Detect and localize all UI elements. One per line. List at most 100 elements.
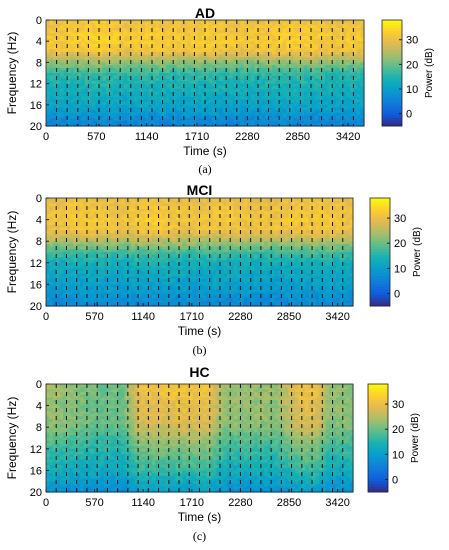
colorbar-swatch <box>382 118 402 122</box>
heatmap-cell <box>275 86 280 90</box>
heatmap-cell <box>332 43 337 48</box>
heatmap-cell <box>272 57 277 61</box>
heatmap-cell <box>222 120 227 124</box>
heatmap-cell <box>303 123 309 127</box>
heatmap-cell <box>311 75 316 79</box>
heatmap-cell <box>332 96 337 101</box>
heatmap-cell <box>74 59 79 63</box>
heatmap-cell <box>99 51 104 56</box>
heatmap-cell <box>346 49 351 53</box>
heatmap-cell <box>187 30 192 34</box>
heatmap-cell <box>173 67 178 71</box>
heatmap-cell <box>314 86 319 90</box>
heatmap-cell <box>56 65 61 69</box>
heatmap-cell <box>229 104 234 109</box>
heatmap-cell <box>116 62 121 66</box>
heatmap-cell <box>46 46 51 50</box>
heatmap-cell <box>360 115 365 119</box>
heatmap-cell <box>169 43 174 48</box>
heatmap-cell <box>190 83 195 87</box>
heatmap-cell <box>137 75 142 79</box>
heatmap-cell <box>187 123 192 127</box>
heatmap-cell <box>243 62 248 66</box>
heatmap-cell <box>286 123 291 127</box>
heatmap-cell <box>219 112 224 116</box>
heatmap-cell <box>162 41 167 45</box>
heatmap-cell <box>190 94 195 98</box>
heatmap-cell <box>197 54 203 58</box>
heatmap-cell <box>205 94 210 98</box>
heatmap-cell <box>356 41 362 45</box>
heatmap-cell <box>303 25 309 29</box>
heatmap-cell <box>201 30 206 34</box>
heatmap-cell <box>49 70 54 74</box>
heatmap-cell <box>49 249 54 253</box>
heatmap-cell <box>120 54 125 58</box>
heatmap-cell <box>169 30 174 34</box>
heatmap-cell <box>52 281 57 285</box>
heatmap-cell <box>53 38 58 42</box>
heatmap-cell <box>49 203 54 207</box>
heatmap-cell <box>236 115 241 119</box>
heatmap-cell <box>53 88 58 93</box>
heatmap-cell <box>123 65 128 69</box>
heatmap-cell <box>130 118 135 122</box>
heatmap-cell <box>99 88 104 93</box>
heatmap-cell <box>339 62 344 66</box>
heatmap-cell <box>60 41 65 45</box>
heatmap-cell <box>60 38 65 42</box>
heatmap-cell <box>250 25 256 29</box>
heatmap-cell <box>247 115 252 119</box>
heatmap-cell <box>116 96 121 101</box>
heatmap-cell <box>254 94 259 98</box>
heatmap-cell <box>166 73 171 77</box>
heatmap-cell <box>120 33 125 37</box>
heatmap-cell <box>148 33 153 37</box>
heatmap-cell <box>208 99 213 103</box>
heatmap-cell <box>113 54 118 58</box>
heatmap-cell <box>272 110 277 114</box>
heatmap-cell <box>229 118 234 122</box>
heatmap-cell <box>303 70 309 74</box>
heatmap-cell <box>205 80 210 85</box>
heatmap-cell <box>123 22 128 26</box>
heatmap-cell <box>346 110 351 114</box>
heatmap-cell <box>130 70 135 74</box>
heatmap-cell <box>222 107 227 111</box>
heatmap-cell <box>116 104 121 109</box>
heatmap-cell <box>215 54 220 58</box>
heatmap-cell <box>81 38 86 42</box>
heatmap-cell <box>46 257 51 261</box>
heatmap-cell <box>148 22 153 26</box>
heatmap-cell <box>303 43 309 48</box>
heatmap-cell <box>162 99 167 103</box>
heatmap-cell <box>56 118 61 122</box>
heatmap-cell <box>106 38 111 42</box>
heatmap-cell <box>74 27 79 32</box>
heatmap-cell <box>127 35 132 40</box>
heatmap-cell <box>144 91 150 95</box>
heatmap-cell <box>236 57 241 61</box>
heatmap-cell <box>81 120 86 124</box>
heatmap-cell <box>95 51 100 56</box>
heatmap-cell <box>212 30 217 34</box>
heatmap-cell <box>56 208 61 213</box>
heatmap-cell <box>197 57 203 61</box>
heatmap-cell <box>286 99 291 103</box>
heatmap-cell <box>279 83 284 87</box>
heatmap-cell <box>49 78 54 82</box>
heatmap-cell <box>314 57 319 61</box>
heatmap-cell <box>201 96 206 101</box>
heatmap-cell <box>152 70 157 74</box>
heatmap-cell <box>353 78 358 82</box>
heatmap-cell <box>296 102 301 106</box>
heatmap-cell <box>346 75 351 79</box>
heatmap-cell <box>113 33 118 37</box>
heatmap-cell <box>148 27 153 32</box>
heatmap-cell <box>293 83 298 87</box>
heatmap-cell <box>173 33 178 37</box>
heatmap-cell <box>109 99 114 103</box>
heatmap-cell <box>144 67 150 71</box>
heatmap-cell <box>208 33 213 37</box>
heatmap-cell <box>314 107 319 111</box>
